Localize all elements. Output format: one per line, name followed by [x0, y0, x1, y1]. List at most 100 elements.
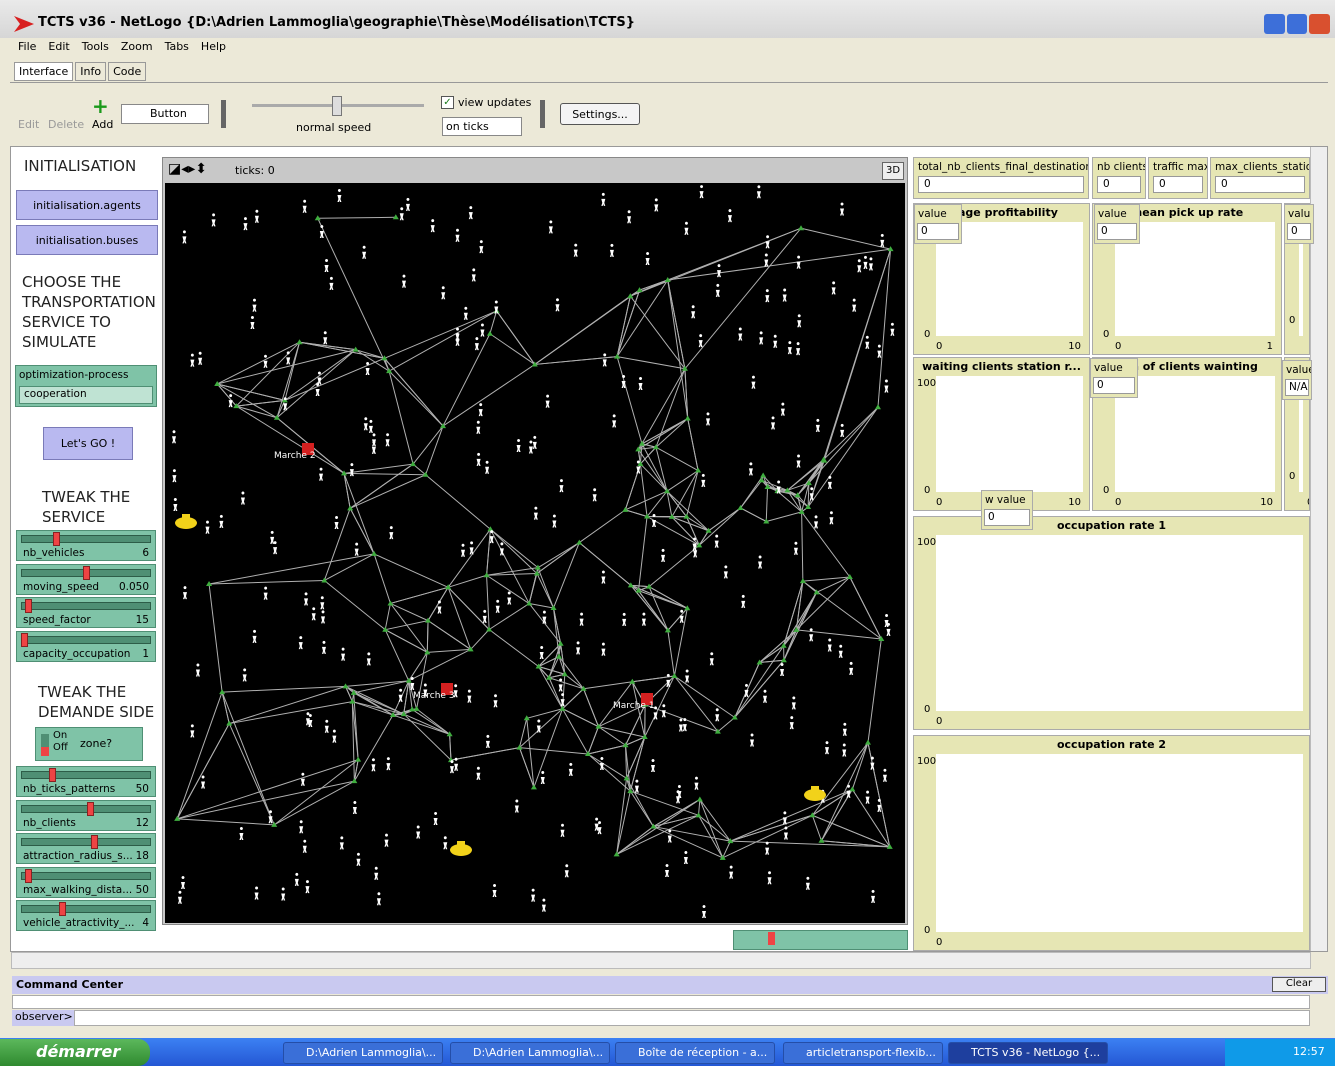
slider[interactable]: vehicle_atractivity_... 4: [16, 900, 156, 931]
client: [654, 198, 659, 212]
slider[interactable]: [733, 930, 908, 950]
view-controls[interactable]: ◪◂▸⬍: [168, 161, 208, 177]
edit-button[interactable]: Edit: [18, 118, 40, 131]
road: [450, 747, 520, 761]
slider[interactable]: moving_speed 0.050: [16, 563, 156, 595]
clear-button[interactable]: Clear: [1272, 977, 1326, 992]
slider[interactable]: max_walking_dista... 50: [16, 866, 156, 898]
client: [846, 784, 851, 798]
observer-prompt[interactable]: observer>: [12, 1010, 74, 1026]
taskbar-item[interactable]: Boîte de réception - a...: [615, 1042, 775, 1064]
y-min-label: 0: [1103, 329, 1110, 340]
window-controls[interactable]: [1264, 14, 1331, 34]
monitor-value: N/A: [1285, 379, 1309, 396]
start-button[interactable]: démarrer: [0, 1039, 150, 1066]
tab[interactable]: Code: [108, 62, 147, 81]
client: [479, 240, 484, 254]
road: [640, 463, 668, 492]
settings-button[interactable]: Settings...: [560, 103, 640, 125]
client: [661, 704, 666, 718]
button[interactable]: initialisation.buses: [16, 225, 158, 255]
station: [546, 674, 553, 680]
go-button[interactable]: Let's GO !: [43, 427, 133, 460]
vehicle: [804, 789, 826, 801]
market-label: Marche 1: [613, 701, 655, 711]
button[interactable]: initialisation.agents: [16, 190, 158, 220]
add-button[interactable]: Add: [92, 118, 114, 131]
road: [488, 603, 530, 630]
slider-knob: [59, 902, 66, 916]
command-input[interactable]: [74, 1010, 1310, 1026]
client: [796, 342, 801, 356]
road: [486, 575, 490, 630]
road: [208, 583, 223, 693]
slider-track: [21, 804, 151, 813]
station: [516, 744, 523, 750]
road: [416, 652, 428, 709]
road: [787, 459, 824, 491]
station: [623, 775, 630, 781]
slider[interactable]: nb_clients 12: [16, 799, 156, 831]
client: [882, 768, 887, 782]
road: [518, 718, 528, 748]
road: [353, 680, 409, 694]
client: [884, 379, 889, 393]
slider[interactable]: speed_factor 15: [16, 597, 156, 628]
widget-selector[interactable]: Button: [121, 104, 209, 124]
command-center-header: [12, 976, 1328, 994]
update-mode[interactable]: on ticks: [442, 117, 522, 136]
taskbar-item[interactable]: TCTS v36 - NetLogo {...: [948, 1042, 1108, 1064]
road: [299, 341, 385, 359]
station: [409, 706, 416, 712]
tab[interactable]: Info: [75, 62, 107, 81]
taskbar-item[interactable]: D:\Adrien Lammoglia\...: [450, 1042, 610, 1064]
client: [765, 289, 770, 303]
menu-item[interactable]: Zoom: [120, 40, 153, 53]
station: [683, 513, 690, 519]
road: [353, 692, 394, 716]
road: [801, 511, 851, 578]
menu-item[interactable]: Tabs: [164, 40, 189, 53]
chooser[interactable]: optimization-process cooperation: [15, 365, 157, 407]
road: [641, 443, 657, 448]
slider[interactable]: attraction_radius_s... 18: [16, 833, 156, 864]
client: [514, 799, 519, 813]
road: [811, 815, 822, 841]
road: [448, 574, 487, 588]
switch[interactable]: On Off zone?: [35, 727, 143, 761]
road: [529, 603, 554, 609]
menu-item[interactable]: Help: [200, 40, 226, 53]
client: [399, 207, 404, 221]
monitor-value: 0: [1097, 223, 1137, 240]
view-updates-checkbox[interactable]: ✓: [441, 96, 454, 109]
menu-item[interactable]: File: [18, 40, 37, 53]
slider[interactable]: capacity_occupation 1: [16, 630, 156, 662]
road: [867, 742, 891, 848]
station: [526, 600, 533, 606]
taskbar-item[interactable]: articletransport-flexib...: [783, 1042, 943, 1064]
menu-item[interactable]: Tools: [81, 40, 109, 53]
client: [467, 689, 472, 703]
tab[interactable]: Interface: [14, 62, 74, 81]
slider[interactable]: nb_ticks_patterns 50: [16, 766, 156, 797]
vertical-scrollbar[interactable]: [1310, 147, 1327, 951]
y-max-label: 100: [917, 537, 937, 548]
delete-button[interactable]: Delete: [48, 118, 85, 131]
road: [708, 507, 741, 532]
monitor-label: value: [1286, 364, 1312, 376]
station: [425, 617, 432, 623]
monitor-label: value: [1098, 208, 1127, 220]
road: [236, 405, 278, 419]
client: [294, 872, 299, 886]
3d-button[interactable]: 3D: [882, 162, 904, 180]
speed-knob[interactable]: [332, 96, 342, 116]
slider[interactable]: nb_vehicles 6: [16, 530, 156, 561]
client: [667, 829, 672, 843]
horizontal-scrollbar[interactable]: [11, 952, 1311, 969]
road: [626, 778, 654, 827]
taskbar-item[interactable]: D:\Adrien Lammoglia\...: [283, 1042, 443, 1064]
station: [440, 423, 447, 429]
station: [233, 403, 240, 409]
client: [870, 756, 875, 770]
menu-item[interactable]: Edit: [48, 40, 70, 53]
